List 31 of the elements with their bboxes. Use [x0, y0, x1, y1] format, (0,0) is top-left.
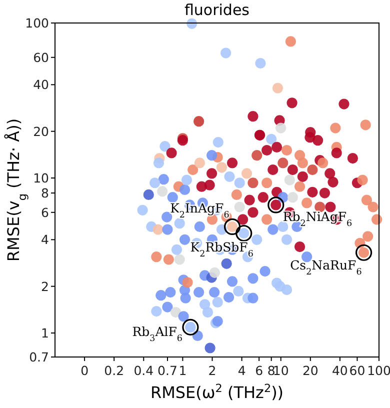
- y-tick-label: 4: [41, 232, 50, 248]
- annotation: Cs$_{2}$NaRuF$_{6}$: [290, 258, 362, 278]
- y-tick-label: 0.7: [29, 350, 49, 364]
- x-tick-label: 8: [267, 363, 276, 378]
- x-tick-label: 0.2: [104, 363, 124, 378]
- x-tick-label: 0: [80, 363, 89, 378]
- x-tick-label: 1: [178, 363, 187, 378]
- x-tick-label: 0.7: [158, 363, 178, 378]
- chart-title: fluorides: [184, 1, 250, 19]
- x-tick-label: 20: [302, 363, 318, 378]
- y-tick-label: 8: [41, 186, 50, 201]
- x-tick-label: 40: [332, 363, 348, 378]
- y-tick-label: 100: [25, 16, 50, 30]
- x-tick-label: 2: [208, 363, 216, 378]
- x-tick-label: 0.4: [134, 363, 154, 378]
- y-tick-label: 10: [33, 170, 50, 186]
- annotation: Rb$_{3}$AlF$_{6}$: [132, 324, 183, 344]
- x-axis-title: RMSE(ω$^{2}$ (THz$^{2}$)): [150, 382, 284, 402]
- y-tick-label: 2: [41, 278, 49, 294]
- x-tick-label: 6: [255, 363, 264, 378]
- y-tick-label: 60: [33, 50, 50, 65]
- y-tick-label: 1: [41, 325, 49, 340]
- y-tick-label: 20: [33, 124, 50, 139]
- annotation: K$_{2}$InAgF$_{6}$: [170, 200, 230, 221]
- annotation: K$_{2}$RbSbF$_{6}$: [190, 239, 254, 260]
- x-tick-label: 4: [238, 363, 246, 378]
- y-tick-label: 40: [33, 77, 50, 92]
- x-tick-label: 10: [272, 363, 289, 378]
- x-tick-label: 60: [349, 363, 366, 378]
- x-tick-label: 100: [367, 363, 390, 378]
- y-tick-label: 6: [41, 204, 50, 220]
